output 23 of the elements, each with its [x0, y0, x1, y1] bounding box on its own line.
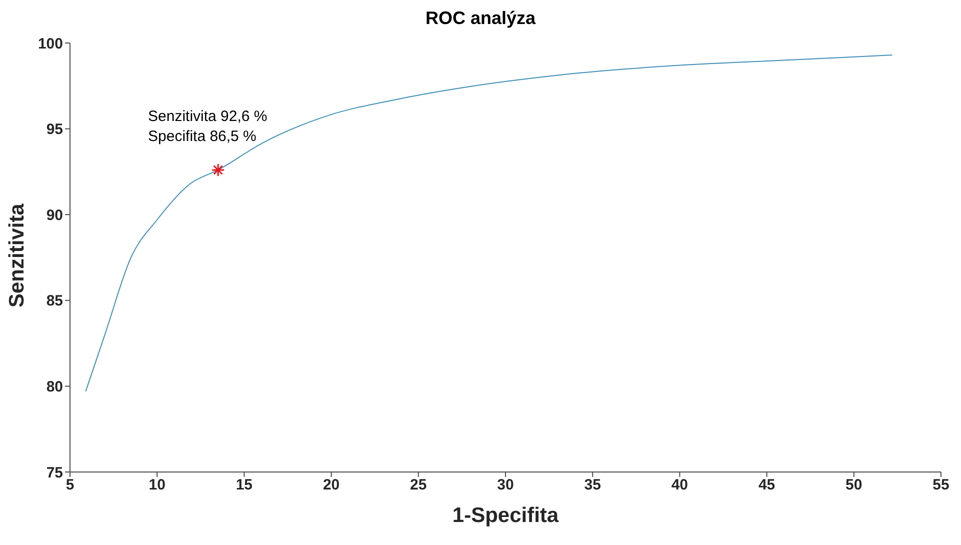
y-tick-label: 75 [46, 464, 63, 482]
x-tick-label: 50 [846, 476, 862, 494]
x-tick-label: 30 [497, 476, 514, 494]
x-tick-label: 45 [758, 476, 776, 494]
annotation: Senzitivita 92,6 % [148, 108, 268, 125]
x-tick-label: 20 [322, 476, 340, 494]
y-tick-label: 90 [46, 206, 63, 224]
annotation: Specifita 86,5 % [148, 128, 256, 145]
line-series [85, 54, 893, 392]
y-tick-label: 100 [38, 35, 63, 52]
x-tick-label: 35 [584, 476, 601, 494]
x-tick-label: 40 [671, 476, 688, 494]
y-tick-label: 85 [46, 292, 63, 310]
x-tick-label: 5 [66, 476, 74, 494]
x-axis-title: 1-Specifita [452, 504, 559, 527]
x-tick-label: 10 [148, 476, 166, 494]
y-axis-title: Senzitivita [5, 203, 28, 308]
x-tick-label: 15 [236, 476, 253, 494]
x-tick-label: 25 [410, 476, 427, 494]
y-tick-label: 80 [46, 378, 63, 396]
chart-title: ROC analýza [424, 8, 537, 29]
y-tick-label: 95 [46, 121, 63, 138]
x-tick-label: 55 [932, 476, 950, 494]
